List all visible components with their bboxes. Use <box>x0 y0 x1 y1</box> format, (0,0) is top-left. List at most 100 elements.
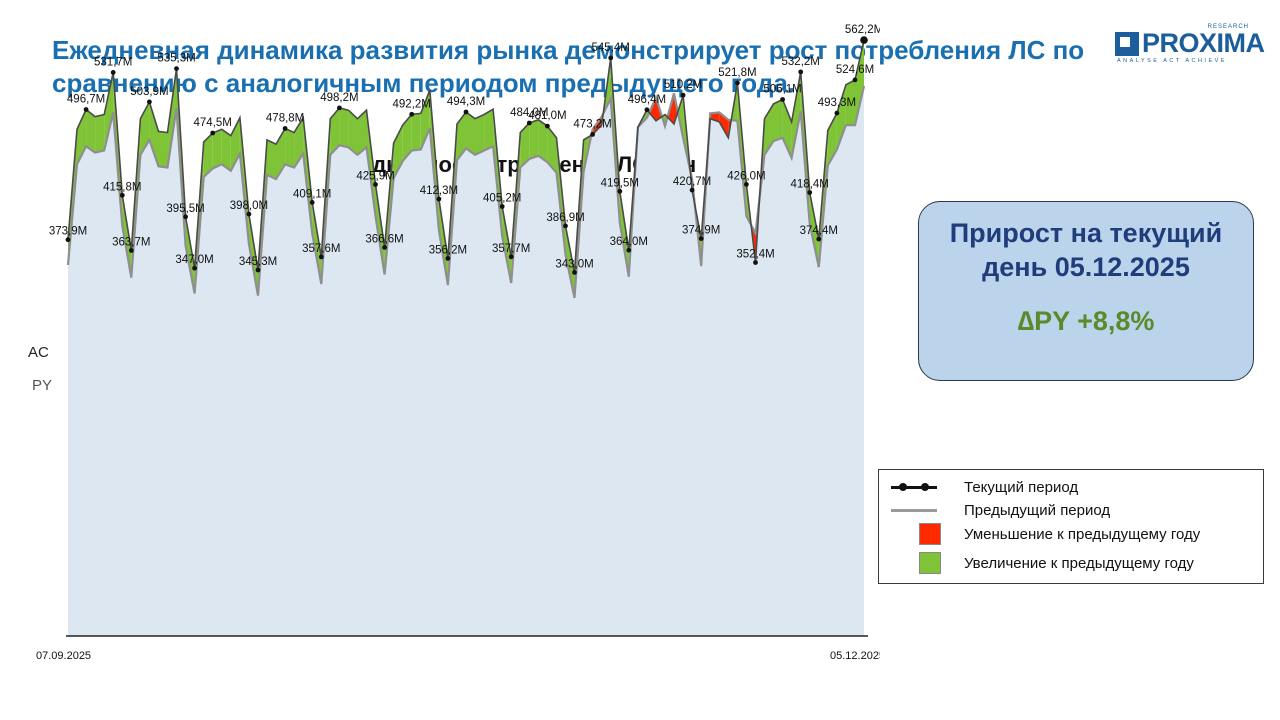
data-label: 364,0M <box>610 236 648 248</box>
increase-band <box>221 129 231 171</box>
data-label: 343,0M <box>555 258 593 270</box>
increase-band <box>836 84 846 150</box>
increase-band <box>203 133 213 177</box>
current-point <box>409 111 415 117</box>
increase-band <box>538 119 548 163</box>
legend-label: Текущий период <box>964 479 1079 496</box>
legend-item-previous: Предыдущий период <box>879 497 1263 523</box>
current-point <box>174 66 179 71</box>
data-label: 498,2M <box>320 92 358 104</box>
increase-band <box>565 225 575 298</box>
data-label: 492,2M <box>393 98 431 110</box>
data-label: 418,4M <box>791 179 829 191</box>
logo-research-text: RESEARCH <box>1207 24 1249 30</box>
logo-name: PROXIMA <box>1142 28 1265 58</box>
data-label: 496,4M <box>628 94 666 106</box>
increase-band <box>502 206 512 283</box>
current-point <box>780 97 785 102</box>
data-label: 352,4M <box>736 249 774 261</box>
current-point <box>545 123 550 129</box>
daily-consumption-chart: 373,9M 496,7M 531,7M 415,8M 363,7M 503,9M 535,… <box>28 24 880 662</box>
current-point <box>807 190 813 195</box>
data-label: 521,8M <box>718 67 756 79</box>
increase-band <box>764 103 774 155</box>
legend-current-line-icon <box>891 476 937 498</box>
current-point <box>436 196 442 202</box>
x-end-label: 05.12.2025 <box>830 650 880 662</box>
increase-band <box>122 195 132 278</box>
current-point <box>860 36 868 44</box>
data-label: 478,8M <box>266 113 304 125</box>
increase-band <box>267 139 276 180</box>
current-point <box>110 70 116 75</box>
data-label: 531,7M <box>94 56 132 68</box>
increase-band <box>791 71 801 158</box>
data-label: 562,2M <box>845 24 880 36</box>
current-point <box>572 270 577 275</box>
data-label: 532,2M <box>782 56 820 68</box>
increase-band <box>845 79 855 126</box>
current-point <box>526 120 532 126</box>
legend-item-current: Текущий период <box>879 474 1263 500</box>
data-label: 484,0M <box>510 107 548 119</box>
legend-label: Уменьшение к предыдущему году <box>964 526 1201 543</box>
increase-band <box>809 192 819 268</box>
increase-band <box>366 110 376 217</box>
legend-item-increase: Увеличение к предыдущему году <box>879 550 1263 576</box>
current-point <box>246 211 252 217</box>
current-point <box>626 247 632 253</box>
data-label: 405,2M <box>483 193 521 205</box>
current-point <box>680 92 686 98</box>
increase-band <box>484 109 494 151</box>
increase-band <box>158 131 168 168</box>
increase-band <box>357 110 367 155</box>
current-point <box>373 182 378 187</box>
proxima-logo: RESEARCH PROXIMA ANALYSE ACT ACHIEVE <box>1115 24 1265 68</box>
current-point <box>590 132 595 137</box>
increase-band <box>375 184 385 275</box>
data-label: 412,3M <box>420 185 458 197</box>
data-label: 494,3M <box>447 96 485 108</box>
data-label: 419,5M <box>601 177 639 189</box>
data-label: 373,9M <box>49 226 87 238</box>
increase-band <box>330 107 340 155</box>
area-layer <box>68 85 864 636</box>
current-point <box>382 245 387 250</box>
growth-value: ∆PY +8,8% <box>1017 306 1155 336</box>
current-point <box>128 248 134 253</box>
current-point <box>617 188 623 194</box>
legend-decrease-swatch <box>891 523 941 545</box>
increase-band <box>782 99 792 158</box>
data-label: 426,0M <box>727 170 765 182</box>
current-point <box>852 77 858 83</box>
data-label: 481,0M <box>528 110 566 122</box>
increase-band <box>167 68 177 168</box>
legend-label: Предыдущий период <box>964 502 1111 519</box>
current-point <box>192 265 198 271</box>
data-label: 473,2M <box>573 118 611 130</box>
data-label: 395,5M <box>166 203 204 215</box>
increase-band <box>402 114 412 162</box>
current-point <box>337 105 342 111</box>
legend-previous-line-icon <box>891 499 937 521</box>
data-label: 374,9M <box>682 225 720 237</box>
data-label: 345,3M <box>239 256 277 268</box>
data-label: 506,1M <box>763 84 801 96</box>
current-point <box>499 204 505 209</box>
logo-square-icon <box>1115 32 1139 56</box>
data-label: 474,5M <box>194 117 232 129</box>
current-point <box>563 223 568 229</box>
legend-item-decrease: Уменьшение к предыдущему году <box>879 521 1263 547</box>
growth-title: Прирост на текущий день 05.12.2025 <box>949 218 1223 282</box>
increase-band <box>86 109 96 153</box>
legend-label: Увеличение к предыдущему году <box>964 555 1194 572</box>
increase-band <box>457 112 466 161</box>
increase-band <box>619 191 629 277</box>
data-label: 366,6M <box>365 233 403 245</box>
data-label: 409,1M <box>293 188 331 200</box>
current-point <box>798 69 804 75</box>
data-label: 356,2M <box>429 244 467 256</box>
current-point <box>744 182 749 187</box>
series-start-label-ac: AC <box>28 344 49 361</box>
current-point <box>83 107 89 112</box>
